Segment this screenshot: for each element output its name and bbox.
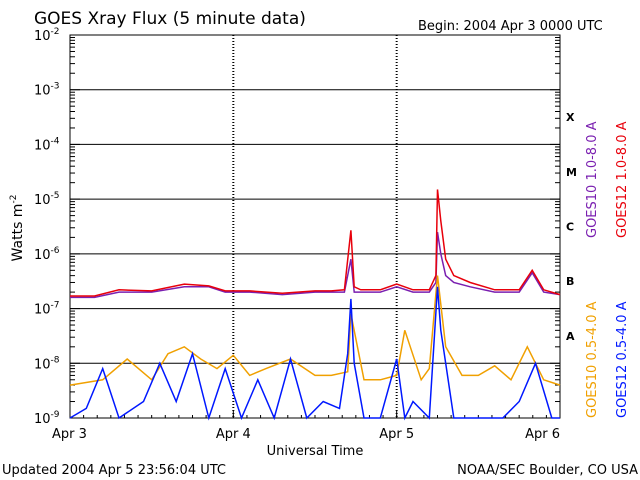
y-tick-label: 10-6: [34, 246, 60, 263]
flare-class-label: M: [566, 166, 577, 179]
x-tick-label: Apr 3: [52, 427, 87, 442]
legend-entry: GOES10 1.0-8.0 A: [585, 121, 600, 238]
y-tick-label: 10-4: [34, 136, 60, 153]
y-axis-label: Watts m-2: [9, 195, 26, 262]
begin-label: Begin: 2004 Apr 3 0000 UTC: [418, 19, 603, 34]
x-tick-label: Apr 6: [525, 427, 560, 442]
flare-class-label: B: [566, 275, 574, 288]
flare-class-label: A: [566, 330, 575, 343]
legend-entry: GOES12 0.5-4.0 A: [615, 301, 630, 418]
plot-area: [69, 34, 561, 419]
legend: GOES10 1.0-8.0 A GOES12 1.0-8.0 A GOES10 0…: [585, 121, 630, 418]
series-line: [70, 231, 561, 299]
chart-title: GOES Xray Flux (5 minute data): [34, 9, 306, 29]
plot-border: [69, 34, 561, 419]
y-tick-label: 10-5: [34, 191, 60, 208]
flare-class-label: X: [566, 111, 575, 124]
flare-class-label: C: [566, 221, 574, 234]
series-line: [70, 189, 561, 297]
y-tick-label: 10-3: [34, 82, 60, 99]
credit-text: NOAA/SEC Boulder, CO USA: [457, 463, 638, 478]
y-tick-label: 10-8: [34, 355, 60, 372]
x-tick-label: Apr 4: [216, 427, 251, 442]
y-axis-label-exponent: -2: [9, 195, 19, 204]
series-lines: [69, 189, 561, 421]
y-axis: 10-2 10-3 10-4 10-5 10-6 10-7 10-8 10-9: [34, 27, 560, 427]
x-tick-label: Apr 5: [379, 427, 414, 442]
y-tick-label: 10-2: [34, 27, 60, 44]
series-line: [69, 286, 560, 421]
x-axis: Apr 3 Apr 4 Apr 5 Apr 6: [52, 410, 561, 442]
flare-class-labels: X M C B A: [566, 111, 577, 343]
series-line: [69, 275, 561, 386]
y-tick-label: 10-9: [34, 410, 60, 427]
legend-entry: GOES10 0.5-4.0 A: [585, 301, 600, 418]
x-axis-label: Universal Time: [267, 444, 364, 459]
y-tick-label: 10-7: [34, 301, 60, 318]
y-axis-label-base: Watts m: [10, 204, 26, 262]
updated-text: Updated 2004 Apr 5 23:56:04 UTC: [2, 463, 226, 478]
legend-entry: GOES12 1.0-8.0 A: [615, 121, 630, 238]
